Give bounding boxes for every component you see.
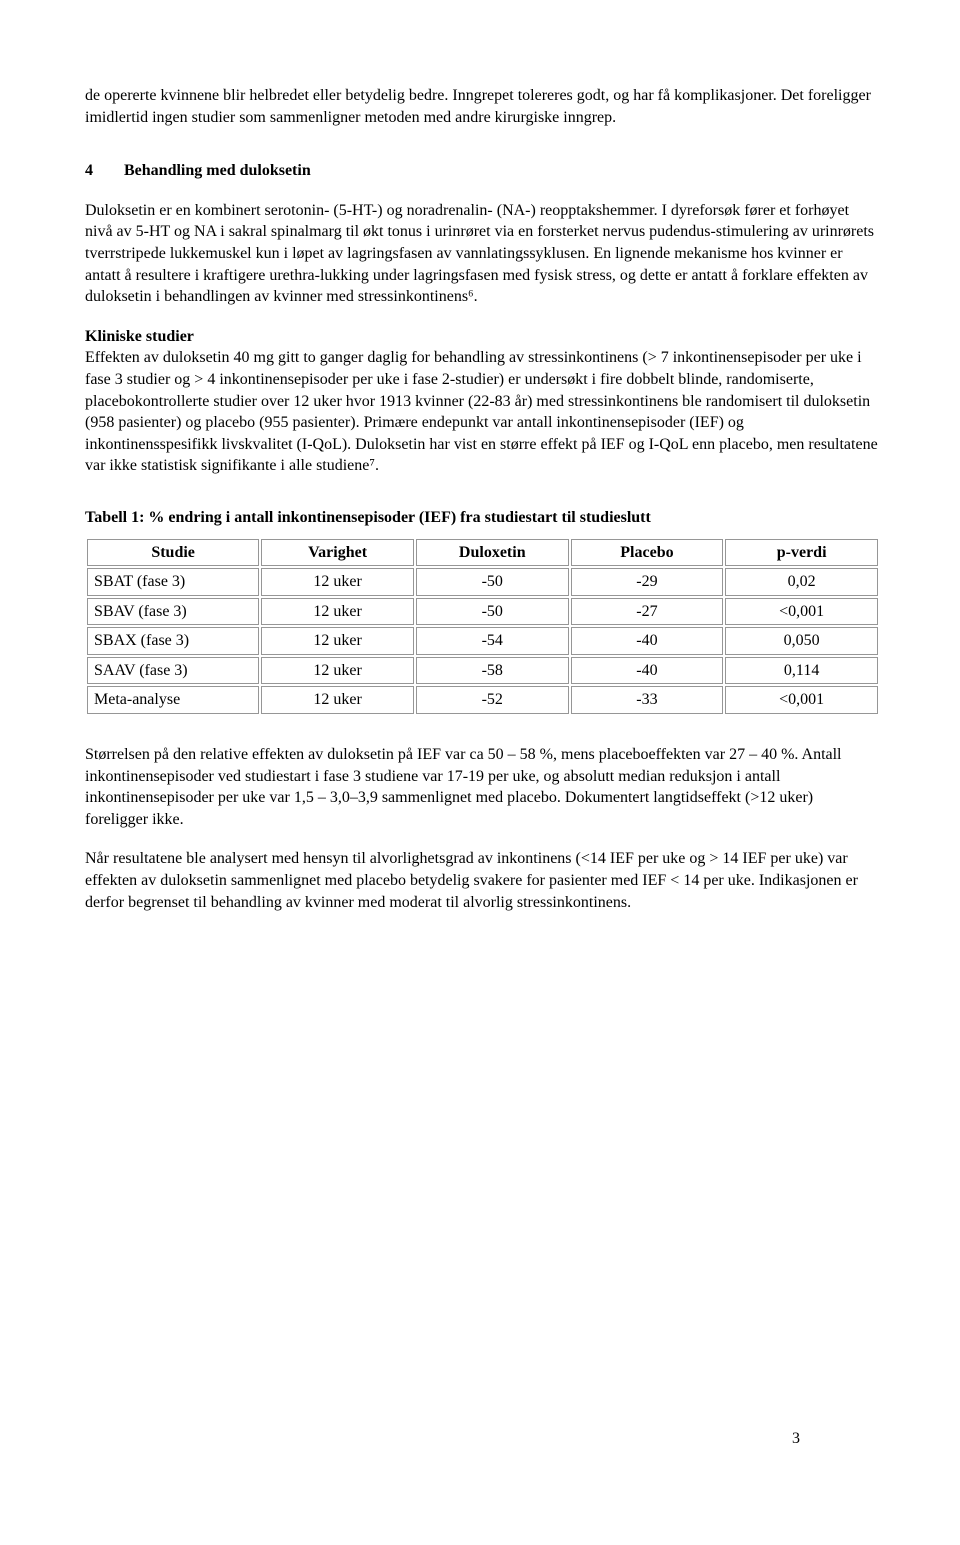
cell-duloxetin: -54 [416, 627, 569, 655]
cell-placebo: -27 [571, 598, 724, 626]
cell-duration: 12 uker [261, 657, 414, 685]
table-row: SAAV (fase 3) 12 uker -58 -40 0,114 [87, 657, 878, 685]
paragraph-mechanism: Duloksetin er en kombinert serotonin- (5… [85, 200, 880, 308]
cell-duloxetin: -50 [416, 598, 569, 626]
col-pverdi: p-verdi [725, 539, 878, 567]
cell-duration: 12 uker [261, 598, 414, 626]
col-duloxetin: Duloxetin [416, 539, 569, 567]
cell-duration: 12 uker [261, 686, 414, 714]
page-number: 3 [792, 1428, 800, 1450]
table-row: Meta-analyse 12 uker -52 -33 <0,001 [87, 686, 878, 714]
table-row: SBAX (fase 3) 12 uker -54 -40 0,050 [87, 627, 878, 655]
cell-study: SBAV (fase 3) [87, 598, 259, 626]
cell-duloxetin: -58 [416, 657, 569, 685]
cell-study: SBAX (fase 3) [87, 627, 259, 655]
cell-duloxetin: -50 [416, 568, 569, 596]
cell-placebo: -40 [571, 657, 724, 685]
section-title: Behandling med duloksetin [124, 162, 311, 179]
paragraph-intro: de opererte kvinnene blir helbredet elle… [85, 85, 880, 128]
cell-placebo: -29 [571, 568, 724, 596]
cell-duloxetin: -52 [416, 686, 569, 714]
cell-pvalue: 0,114 [725, 657, 878, 685]
col-studie: Studie [87, 539, 259, 567]
ief-table: Studie Varighet Duloxetin Placebo p-verd… [85, 537, 880, 717]
cell-pvalue: 0,050 [725, 627, 878, 655]
cell-study: Meta-analyse [87, 686, 259, 714]
clinical-studies-heading: Kliniske studier [85, 326, 880, 348]
cell-pvalue: <0,001 [725, 686, 878, 714]
cell-duration: 12 uker [261, 568, 414, 596]
cell-study: SBAT (fase 3) [87, 568, 259, 596]
col-placebo: Placebo [571, 539, 724, 567]
cell-study: SAAV (fase 3) [87, 657, 259, 685]
cell-duration: 12 uker [261, 627, 414, 655]
cell-placebo: -33 [571, 686, 724, 714]
cell-pvalue: <0,001 [725, 598, 878, 626]
section-4-heading: 4 Behandling med duloksetin [85, 160, 880, 182]
col-varighet: Varighet [261, 539, 414, 567]
table-row: SBAT (fase 3) 12 uker -50 -29 0,02 [87, 568, 878, 596]
table-header-row: Studie Varighet Duloxetin Placebo p-verd… [87, 539, 878, 567]
table-row: SBAV (fase 3) 12 uker -50 -27 <0,001 [87, 598, 878, 626]
paragraph-severity: Når resultatene ble analysert med hensyn… [85, 848, 880, 913]
cell-placebo: -40 [571, 627, 724, 655]
cell-pvalue: 0,02 [725, 568, 878, 596]
table-caption: Tabell 1: % endring i antall inkontinens… [85, 507, 880, 529]
paragraph-clinical: Effekten av duloksetin 40 mg gitt to gan… [85, 347, 880, 477]
paragraph-effect-size: Størrelsen på den relative effekten av d… [85, 744, 880, 830]
section-number: 4 [85, 160, 120, 182]
